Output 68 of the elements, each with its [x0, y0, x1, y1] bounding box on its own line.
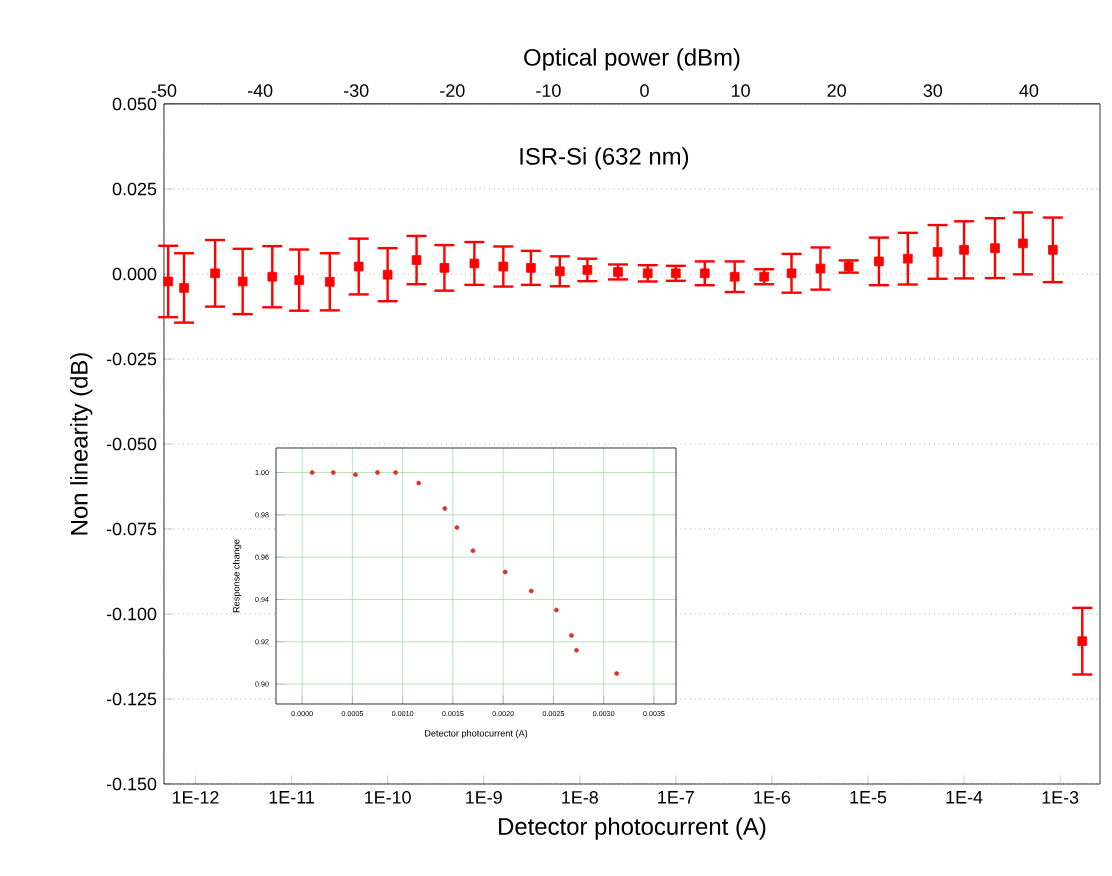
x-tick-label: 1E-3 [1042, 791, 1079, 804]
x-tick-label: 1E-9 [466, 791, 502, 804]
x2-tick-label: 30 [923, 84, 943, 97]
point [699, 268, 710, 279]
x-axis-title: Detector photocurrent (A) [499, 817, 766, 840]
point [267, 271, 278, 282]
point [353, 261, 364, 272]
x-tick-label: 1E-5 [850, 791, 887, 804]
x2-tick-label: -40 [247, 84, 273, 97]
x-tick-label: 1E-7 [658, 791, 694, 804]
x-tick-label: 1E-10 [365, 791, 411, 804]
x2-tick-label: 40 [1019, 84, 1039, 97]
x2-tick-label: -20 [440, 84, 465, 97]
y-tick-label: -0.025 [106, 352, 157, 366]
point [179, 283, 189, 293]
point [324, 277, 335, 287]
point [439, 263, 450, 273]
point [729, 271, 740, 282]
point [210, 268, 220, 279]
y-tick-label: -0.100 [106, 607, 157, 621]
point [555, 266, 565, 277]
x2-axis-title: Optical power (dBm) [524, 48, 740, 71]
point [786, 268, 797, 279]
y-tick-label: -0.075 [106, 522, 157, 536]
point [759, 271, 769, 282]
x2-tick-label: 10 [732, 84, 750, 97]
point [498, 261, 509, 272]
point [642, 268, 653, 279]
point [903, 253, 913, 264]
x-tick-label: 1E-8 [562, 791, 598, 804]
x-tick-label: 1E-4 [946, 791, 983, 804]
point [843, 261, 854, 272]
point [1018, 238, 1028, 249]
x2-tick-label: 20 [827, 84, 846, 97]
point [1048, 245, 1058, 255]
point [932, 247, 943, 257]
point [582, 265, 593, 275]
point [470, 548, 476, 554]
x2-tick-label: -10 [536, 84, 561, 97]
y-tick-label: 0.000 [112, 267, 157, 281]
x2-tick-label: -30 [344, 84, 369, 97]
point [382, 269, 393, 280]
y-tick-label: -0.050 [106, 437, 157, 451]
x2-tick-label: -50 [151, 84, 177, 97]
y-tick-label: 0.050 [112, 97, 157, 111]
x-tick-label: 1E-12 [172, 791, 219, 804]
point [874, 256, 884, 267]
point [416, 480, 422, 486]
point [294, 275, 304, 285]
point [1077, 636, 1088, 646]
point [671, 268, 681, 279]
point [469, 258, 480, 269]
y-axis-title: Non linearity (dB) [70, 353, 93, 535]
point [502, 569, 508, 575]
point [237, 276, 248, 287]
y-tick-label: -0.150 [106, 777, 157, 791]
y-tick-label: -0.125 [106, 692, 157, 706]
point [528, 588, 534, 594]
y-tick-label: 0.025 [112, 182, 157, 196]
point [959, 245, 969, 255]
point [526, 263, 536, 273]
x-tick-label: 1E-11 [269, 791, 314, 804]
annotation: ISR-Si (632 nm) [520, 147, 689, 170]
x-tick-label: 1E-6 [754, 791, 791, 804]
point [411, 255, 422, 265]
point [990, 243, 1000, 253]
point [815, 263, 826, 274]
x2-tick-label: 0 [640, 84, 649, 97]
